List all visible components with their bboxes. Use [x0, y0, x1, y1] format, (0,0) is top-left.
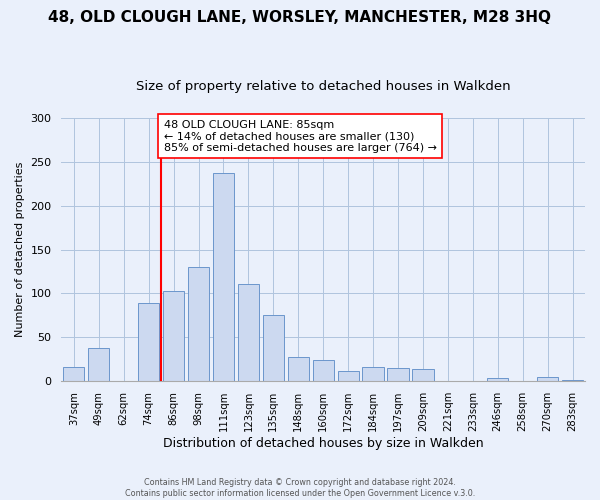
Bar [287, 356, 309, 382]
Text: 48 OLD CLOUGH LANE: 85sqm
← 14% of detached houses are smaller (130)
85% of semi: 48 OLD CLOUGH LANE: 85sqm ← 14% of detac… [164, 120, 437, 152]
Bar [562, 380, 583, 382]
Bar [313, 360, 334, 382]
Bar [263, 314, 284, 382]
Title: Size of property relative to detached houses in Walkden: Size of property relative to detached ho… [136, 80, 511, 93]
Bar [537, 377, 558, 382]
Bar [138, 303, 159, 382]
Bar [362, 368, 383, 382]
Bar [163, 291, 184, 382]
Bar [88, 348, 109, 382]
X-axis label: Distribution of detached houses by size in Walkden: Distribution of detached houses by size … [163, 437, 484, 450]
Bar [338, 371, 359, 382]
Y-axis label: Number of detached properties: Number of detached properties [15, 162, 25, 337]
Text: Contains HM Land Registry data © Crown copyright and database right 2024.
Contai: Contains HM Land Registry data © Crown c… [125, 478, 475, 498]
Bar [238, 284, 259, 382]
Bar [63, 368, 85, 382]
Bar [213, 173, 234, 382]
Bar [188, 267, 209, 382]
Bar [487, 378, 508, 382]
Bar [412, 369, 434, 382]
Text: 48, OLD CLOUGH LANE, WORSLEY, MANCHESTER, M28 3HQ: 48, OLD CLOUGH LANE, WORSLEY, MANCHESTER… [49, 10, 551, 25]
Bar [388, 368, 409, 382]
